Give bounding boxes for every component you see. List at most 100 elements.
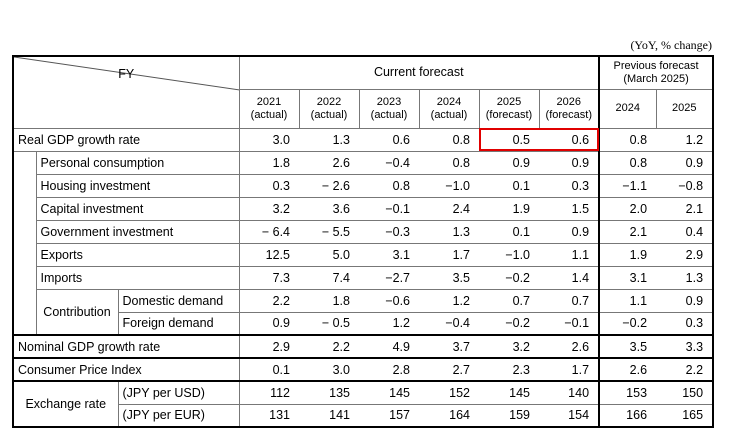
table-row: Contribution Domestic demand 2.2 1.8 −0.6 1.2… xyxy=(13,288,714,336)
value-cell: −1.0 xyxy=(419,173,479,198)
value-cell: 145 xyxy=(479,380,539,405)
year: 2023 xyxy=(376,95,402,108)
table-row: Exports 12.5 5.0 3.1 1.7 −1.0 1.1 1.9 2.9 xyxy=(13,242,714,267)
value-cell: 2.1 xyxy=(656,196,714,221)
status: (actual) xyxy=(430,108,468,121)
row-label: Personal consumption xyxy=(35,150,240,175)
table-row: Imports 7.3 7.4 −2.7 3.5 −0.2 1.4 3.1 1.3 xyxy=(13,265,714,290)
value-cell: 3.1 xyxy=(359,242,419,267)
year: 2021 xyxy=(256,95,282,108)
value-cell: −0.8 xyxy=(656,173,714,198)
row-label: Government investment xyxy=(35,219,240,244)
value-cell: 0.1 xyxy=(238,357,299,382)
year: 2026 xyxy=(556,95,581,108)
value-cell: 0.3 xyxy=(238,173,299,198)
value-cell: 5.0 xyxy=(299,242,359,267)
value-cell: 3.2 xyxy=(479,334,539,359)
row-label: Nominal GDP growth rate xyxy=(12,334,240,359)
value-cell: 157 xyxy=(359,403,419,428)
value-cell: 7.3 xyxy=(238,265,299,290)
value-cell: 2.3 xyxy=(479,357,539,382)
unit-note: (YoY, % change) xyxy=(630,38,712,52)
value-cell: 0.3 xyxy=(539,173,600,198)
value-cell: 154 xyxy=(539,403,600,428)
value-cell: 0.9 xyxy=(238,311,299,336)
value-cell: 0.9 xyxy=(656,150,714,175)
previous-forecast-title: Previous forecast xyxy=(613,59,699,72)
table-row: 2021 (actual) 2022 (actual) 2023 (actual) 2024… xyxy=(13,88,714,129)
value-cell: 0.9 xyxy=(656,288,714,313)
row-label: Exports xyxy=(35,242,240,267)
value-cell: − 6.4 xyxy=(238,219,299,244)
row-label: Housing investment xyxy=(35,173,240,198)
year-header: 2024 (actual) xyxy=(418,88,480,129)
value-cell: 140 xyxy=(539,380,600,405)
row-label: Imports xyxy=(35,265,240,290)
indent xyxy=(12,151,37,335)
value-cell: 2.6 xyxy=(539,334,600,359)
value-cell: −2.7 xyxy=(359,265,419,290)
status: (forecast) xyxy=(545,108,592,121)
value-cell: 1.3 xyxy=(419,219,479,244)
value-cell: 152 xyxy=(419,380,479,405)
value-cell: 1.2 xyxy=(656,127,714,152)
year: 2024 xyxy=(436,95,462,108)
year-header: 2025 (forecast) xyxy=(478,88,540,129)
previous-forecast-date: (March 2025) xyxy=(623,72,689,85)
value-cell: 2.0 xyxy=(598,196,657,221)
value-cell: 1.7 xyxy=(539,357,600,382)
value-cell: 2.8 xyxy=(359,357,419,382)
value-cell: 2.9 xyxy=(238,334,299,359)
value-cell: 153 xyxy=(598,380,657,405)
table-row: Real GDP growth rate 3.0 1.3 0.6 0.8 0.5 0.6 0.… xyxy=(12,127,714,152)
value-cell: −0.1 xyxy=(539,311,600,336)
value-cell: 7.4 xyxy=(299,265,359,290)
value-cell: 2.2 xyxy=(656,357,714,382)
value-cell: 0.9 xyxy=(539,150,600,175)
value-cell: −0.2 xyxy=(598,311,657,336)
value-cell: 0.8 xyxy=(598,127,657,152)
value-cell: 3.0 xyxy=(238,127,299,152)
value-cell: 141 xyxy=(299,403,359,428)
value-cell: −1.0 xyxy=(479,242,539,267)
value-cell: 3.3 xyxy=(656,334,714,359)
value-cell: 0.4 xyxy=(656,219,714,244)
value-cell: 2.9 xyxy=(656,242,714,267)
value-cell: −0.2 xyxy=(479,311,539,336)
group-label: Contribution xyxy=(35,288,119,336)
value-cell: 1.8 xyxy=(238,150,299,175)
value-cell: 1.8 xyxy=(299,288,359,313)
value-cell: 1.7 xyxy=(419,242,479,267)
year-header: 2026 (forecast) xyxy=(538,88,600,129)
year-header: 2024 xyxy=(598,88,657,129)
value-cell: 1.3 xyxy=(299,127,359,152)
year: 2022 xyxy=(316,95,342,108)
value-cell: 3.2 xyxy=(238,196,299,221)
value-cell: − 2.6 xyxy=(299,173,359,198)
value-cell: −0.1 xyxy=(359,196,419,221)
row-label: Real GDP growth rate xyxy=(12,127,240,152)
value-cell: 112 xyxy=(238,380,299,405)
value-cell: 150 xyxy=(656,380,714,405)
value-cell: 2.2 xyxy=(238,288,299,313)
status: (actual) xyxy=(310,108,348,121)
value-cell: 2.2 xyxy=(299,334,359,359)
year-header: 2025 xyxy=(655,88,714,129)
header-corner: FYItem xyxy=(12,55,240,129)
value-cell: 3.7 xyxy=(419,334,479,359)
value-cell: −0.6 xyxy=(359,288,419,313)
value-cell: 4.9 xyxy=(359,334,419,359)
value-cell: 0.7 xyxy=(479,288,539,313)
row-label: (JPY per EUR) xyxy=(117,403,240,428)
value-cell: 1.1 xyxy=(598,288,657,313)
value-cell: 131 xyxy=(238,403,299,428)
row-label: Consumer Price Index xyxy=(12,357,240,382)
status: (actual) xyxy=(250,108,288,121)
current-forecast-header: Current forecast xyxy=(238,55,600,90)
value-cell: 164 xyxy=(419,403,479,428)
table-row: Capital investment 3.2 3.6 −0.1 2.4 1.9 1.5 2.0… xyxy=(13,196,714,221)
value-cell: 135 xyxy=(299,380,359,405)
table-row: Exchange rate (JPY per USD) 112 135 145 152 14… xyxy=(12,380,714,428)
